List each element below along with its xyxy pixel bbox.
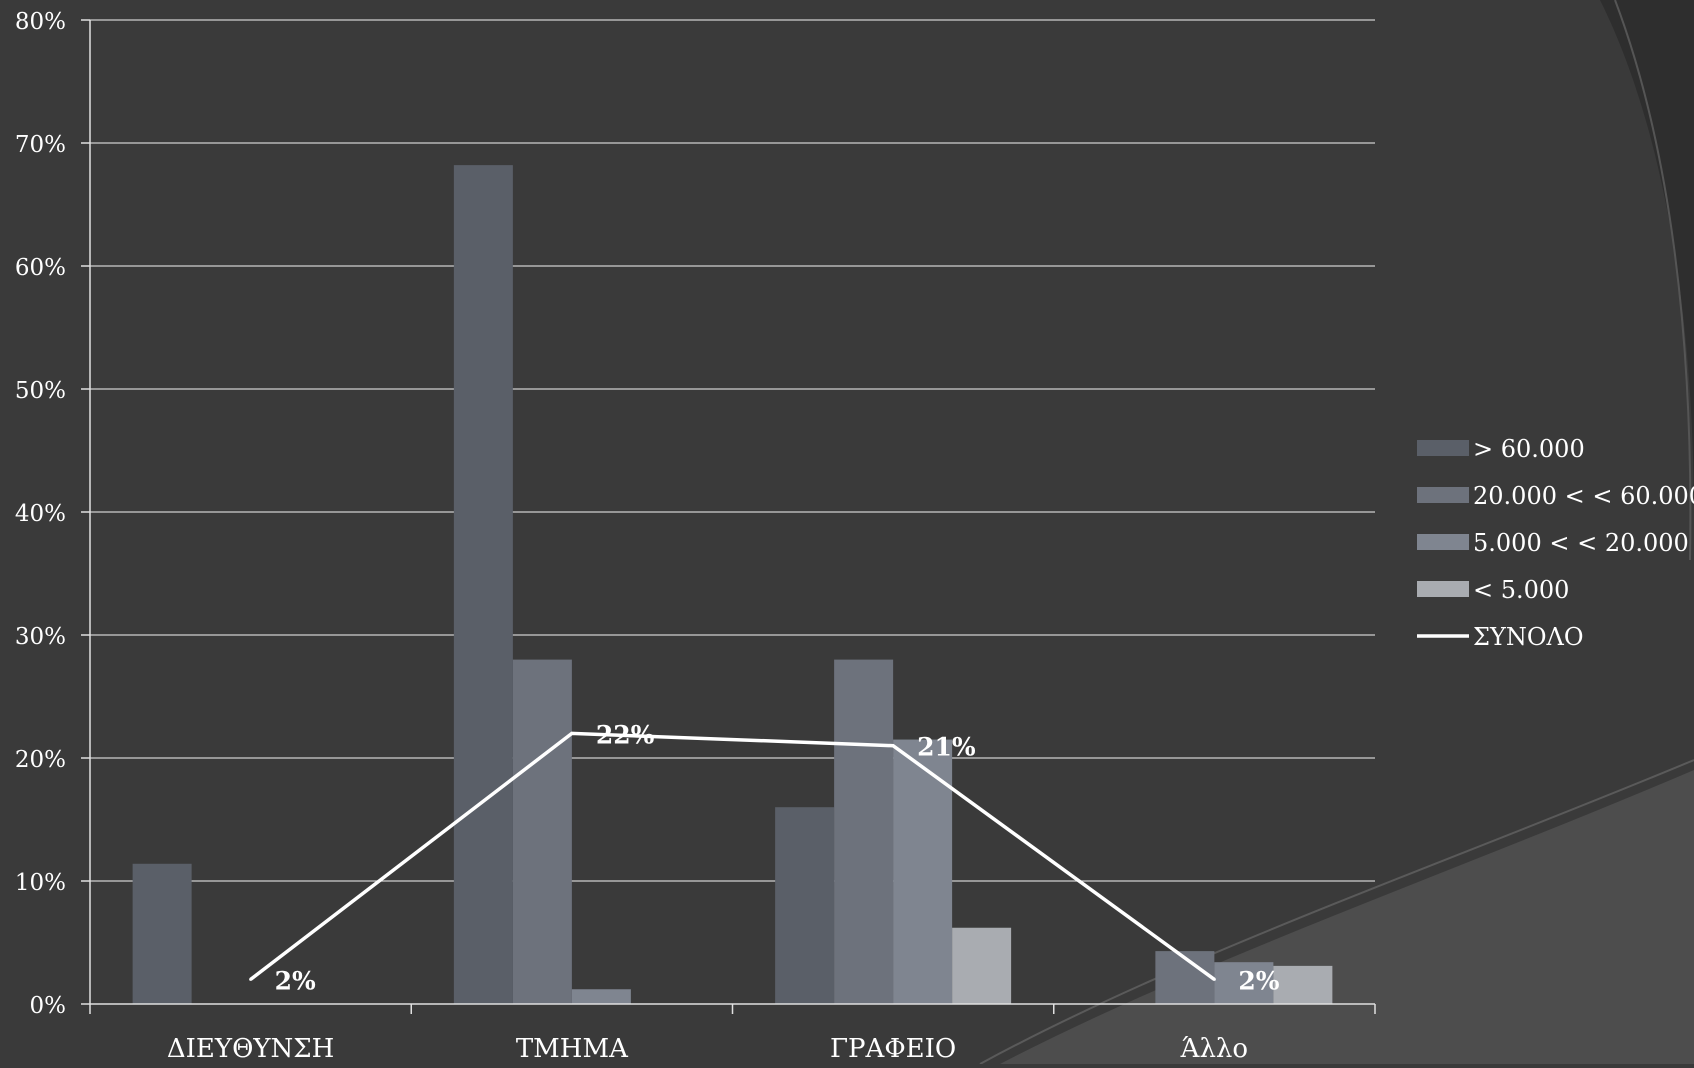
y-tick-label: 20% bbox=[15, 747, 66, 773]
legend-swatch bbox=[1417, 440, 1469, 456]
bar bbox=[453, 165, 513, 1004]
bar bbox=[834, 659, 894, 1004]
legend-swatch bbox=[1417, 487, 1469, 503]
y-tick-label: 60% bbox=[15, 255, 66, 281]
legend: > 60.000 20.000 < < 60.000 5.000 < < 20.00… bbox=[1417, 435, 1694, 651]
legend-label: < 5.000 bbox=[1473, 576, 1569, 604]
legend-label: 20.000 < < 60.000 bbox=[1473, 482, 1694, 510]
y-tick-label: 30% bbox=[15, 624, 66, 650]
gridlines bbox=[90, 19, 1375, 882]
data-label: 21% bbox=[917, 733, 976, 762]
bars-layer bbox=[132, 165, 1333, 1004]
bar bbox=[132, 863, 192, 1004]
y-tick-label: 0% bbox=[30, 993, 67, 1019]
bar bbox=[952, 927, 1012, 1004]
legend-label: > 60.000 bbox=[1473, 435, 1585, 463]
x-tick-label: Άλλο bbox=[1180, 1034, 1248, 1064]
x-tick-label: ΤΜΗΜΑ bbox=[516, 1034, 629, 1064]
bar bbox=[1214, 962, 1274, 1004]
bar bbox=[571, 989, 631, 1004]
axes-layer: 0% 10% 20% 30% 40% 50% 60% 70% 80% ΔΙΕΥΘΥΝΣΗ ΤΜΗΜΑ… bbox=[15, 9, 1376, 1064]
data-label: 2% bbox=[1238, 966, 1279, 995]
line-point bbox=[570, 731, 574, 735]
data-label: 2% bbox=[275, 966, 316, 995]
legend-label: 5.000 < < 20.000 bbox=[1473, 529, 1689, 557]
bar bbox=[512, 659, 572, 1004]
line-point bbox=[891, 744, 895, 748]
x-tick-label: ΓΡΑΦΕΙΟ bbox=[830, 1034, 956, 1064]
data-label: 22% bbox=[596, 720, 655, 749]
y-tick-label: 40% bbox=[15, 501, 66, 527]
y-tick-label: 50% bbox=[15, 378, 66, 404]
bar bbox=[1273, 965, 1333, 1004]
legend-swatch bbox=[1417, 581, 1469, 597]
total-line-layer: 2% 22% 21% 2% bbox=[249, 720, 1280, 995]
bar bbox=[893, 739, 953, 1004]
y-tick-label: 80% bbox=[15, 9, 66, 35]
y-tick-label: 10% bbox=[15, 870, 66, 896]
series-line-total bbox=[249, 731, 1216, 981]
legend-swatch bbox=[1417, 534, 1469, 550]
line-point bbox=[1212, 977, 1216, 981]
bar bbox=[775, 807, 835, 1004]
legend-label: ΣΥΝΟΛΟ bbox=[1473, 623, 1584, 651]
line-point bbox=[249, 977, 253, 981]
y-tick-label: 70% bbox=[15, 132, 66, 158]
x-tick-label: ΔΙΕΥΘΥΝΣΗ bbox=[167, 1034, 334, 1064]
